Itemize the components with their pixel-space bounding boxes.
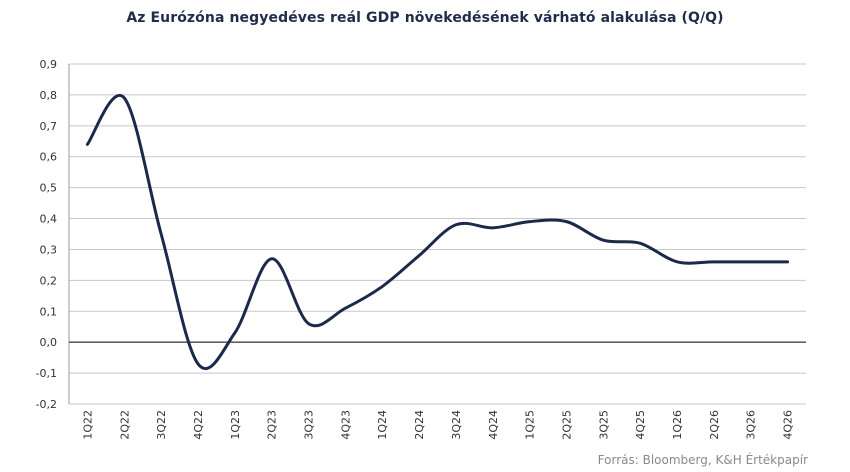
data-point-3Q25	[601, 238, 605, 242]
x-tick-label: 4Q22	[192, 410, 205, 440]
data-point-3Q22	[159, 232, 163, 236]
y-tick-label: 0,3	[40, 243, 58, 256]
y-tick-label: 0,1	[40, 305, 58, 318]
x-tick-label: 2Q26	[708, 410, 721, 440]
data-point-1Q22	[85, 142, 89, 146]
x-tick-label: 3Q26	[745, 410, 758, 440]
x-tick-label: 2Q25	[560, 410, 573, 440]
data-point-2Q23	[270, 257, 274, 261]
x-tick-label: 4Q24	[487, 410, 500, 440]
x-tick-label: 4Q23	[339, 410, 352, 440]
data-point-2Q24	[417, 254, 421, 258]
x-tick-label: 1Q24	[376, 410, 389, 440]
source-note: Forrás: Bloomberg, K&H Értékpapír	[597, 453, 808, 467]
x-tick-label: 3Q22	[155, 410, 168, 440]
x-tick-label: 4Q25	[634, 410, 647, 440]
x-tick-label: 3Q23	[303, 410, 316, 440]
x-tick-label: 1Q23	[229, 410, 242, 440]
x-tick-label: 3Q24	[450, 410, 463, 440]
x-tick-label: 2Q23	[266, 410, 279, 440]
y-tick-label: 0,5	[40, 182, 58, 195]
data-point-1Q24	[380, 285, 384, 289]
series-line	[85, 93, 790, 371]
x-axis-ticks: 1Q22 2Q22 3Q22 4Q22 1Q23 2Q23 3Q23 4Q23 1Q24 2Q24…	[81, 410, 794, 440]
data-point-4Q23	[343, 306, 347, 310]
y-tick-label: 0,8	[40, 89, 58, 102]
x-tick-label: 1Q26	[671, 410, 684, 440]
axes	[68, 64, 806, 404]
data-point-3Q24	[454, 223, 458, 227]
y-axis-ticks: 0,9 0,8 0,7 0,6 0,5 0,4 0,3 0,2 0,1 0,0 -0,1 -0,2	[36, 58, 57, 411]
data-point-4Q26	[786, 260, 790, 264]
data-point-1Q25	[528, 220, 532, 224]
y-tick-label: 0,4	[40, 213, 58, 226]
data-point-4Q25	[638, 241, 642, 245]
y-tick-label: 0,0	[40, 336, 58, 349]
data-point-1Q23	[233, 331, 237, 335]
data-point-2Q22	[122, 96, 126, 100]
chart-title: Az Eurózóna negyedéves reál GDP növekedé…	[126, 10, 724, 26]
y-tick-label: 0,9	[40, 58, 58, 71]
x-tick-label: 3Q25	[597, 410, 610, 440]
data-point-2Q26	[712, 260, 716, 264]
data-point-3Q26	[749, 260, 753, 264]
y-tick-label: 0,2	[40, 274, 58, 287]
y-tick-label: -0,1	[36, 367, 57, 380]
data-point-2Q25	[564, 220, 568, 224]
series-layer	[85, 93, 790, 371]
data-point-1Q26	[675, 260, 679, 264]
x-tick-label: 2Q24	[413, 410, 426, 440]
x-tick-label: 4Q26	[782, 410, 795, 440]
gridlines	[69, 63, 806, 405]
y-tick-label: -0,2	[36, 398, 57, 411]
y-tick-label: 0,7	[40, 120, 58, 133]
x-tick-label: 1Q25	[524, 410, 537, 440]
y-tick-label: 0,6	[40, 151, 58, 164]
data-point-3Q23	[307, 322, 311, 326]
data-point-4Q24	[491, 226, 495, 230]
x-tick-label: 1Q22	[81, 410, 94, 440]
data-point-4Q22	[196, 362, 200, 366]
x-tick-label: 2Q22	[118, 410, 131, 440]
